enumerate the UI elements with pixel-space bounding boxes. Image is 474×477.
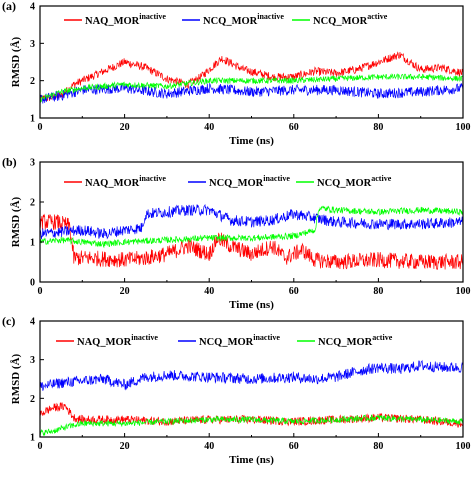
series-line-ncq_mor-inactive: [39, 203, 464, 240]
series-line-naq_mor-inactive: [39, 213, 464, 270]
legend-entry-label: NCQ_MORinactive: [209, 174, 290, 189]
y-tick-label: 3: [30, 158, 35, 169]
legend-entry-label: NCQ_MORactive: [317, 174, 392, 189]
y-axis-label: RMSD (Å): [10, 353, 22, 404]
x-axis-label: Time (ns): [229, 135, 274, 147]
x-tick-label: 20: [120, 122, 130, 133]
x-tick-label: 0: [38, 122, 43, 133]
series-line-ncq_mor-active: [39, 414, 464, 436]
x-tick-label: 40: [204, 286, 214, 297]
chart-panel-b: 0 20 40 60 80 100 0 1 2 3 Time (ns) RMSD (Å) (b) NAQ_…: [2, 155, 471, 311]
y-tick-label: 2: [30, 198, 35, 209]
y-axis-label: RMSD (Å): [10, 196, 22, 247]
y-tick-label: 2: [30, 394, 35, 405]
legend-entry-label: NAQ_MORinactive: [85, 12, 166, 27]
x-tick-label: 0: [38, 286, 43, 297]
x-tick-label: 100: [456, 122, 471, 133]
x-tick-label: 60: [289, 286, 299, 297]
x-tick-label: 60: [289, 122, 299, 133]
chart-panel-c: 0 20 40 60 80 100 1 2 3 4 Time (ns) RMSD (Å) (c) NAQ_…: [2, 314, 471, 466]
legend-entry-label: NAQ_MORinactive: [85, 174, 166, 189]
y-axis-label: RMSD (Å): [10, 36, 22, 87]
y-tick-label: 1: [30, 238, 35, 249]
y-tick-label: 3: [30, 355, 35, 366]
x-axis-label: Time (ns): [229, 454, 274, 466]
x-axis-label: Time (ns): [229, 299, 274, 311]
x-tick-label: 80: [373, 286, 383, 297]
y-tick-label: 3: [30, 39, 35, 50]
series-line-naq_mor-inactive: [39, 402, 464, 428]
x-tick-label: 100: [456, 286, 471, 297]
x-tick-label: 80: [373, 122, 383, 133]
legend-entry-label: NCQ_MORinactive: [203, 12, 284, 27]
panel-label: (a): [2, 0, 16, 13]
x-tick-label: 20: [120, 441, 130, 452]
legend-entry-label: NCQ_MORactive: [313, 12, 388, 27]
chart-panel-a: 0 20 40 60 80 100 1 2 3 4 Time (ns) RMSD (Å) (a) NAQ_…: [2, 0, 471, 147]
legend-entry-label: NCQ_MORactive: [318, 333, 393, 348]
x-tick-label: 20: [120, 286, 130, 297]
series-line-ncq_mor-active: [40, 205, 464, 249]
y-tick-label: 2: [30, 76, 35, 87]
series-line-ncq_mor-active: [39, 73, 464, 103]
y-tick-label: 0: [30, 278, 35, 289]
x-tick-label: 60: [289, 441, 299, 452]
panel-label: (b): [2, 155, 17, 169]
series-line-ncq_mor-inactive: [39, 82, 464, 104]
panel-label: (c): [2, 314, 15, 328]
x-tick-label: 0: [38, 441, 43, 452]
y-tick-label: 1: [30, 114, 35, 125]
y-tick-label: 4: [30, 317, 35, 328]
legend-entry-label: NAQ_MORinactive: [77, 333, 158, 348]
y-tick-label: 4: [30, 2, 35, 13]
x-tick-label: 80: [373, 441, 383, 452]
x-tick-label: 40: [204, 441, 214, 452]
legend-entry-label: NCQ_MORinactive: [199, 333, 280, 348]
series-line-naq_mor-inactive: [39, 51, 464, 102]
x-tick-label: 100: [456, 441, 471, 452]
series-line-ncq_mor-inactive: [39, 359, 464, 391]
x-tick-label: 40: [204, 122, 214, 133]
y-tick-label: 1: [30, 433, 35, 444]
